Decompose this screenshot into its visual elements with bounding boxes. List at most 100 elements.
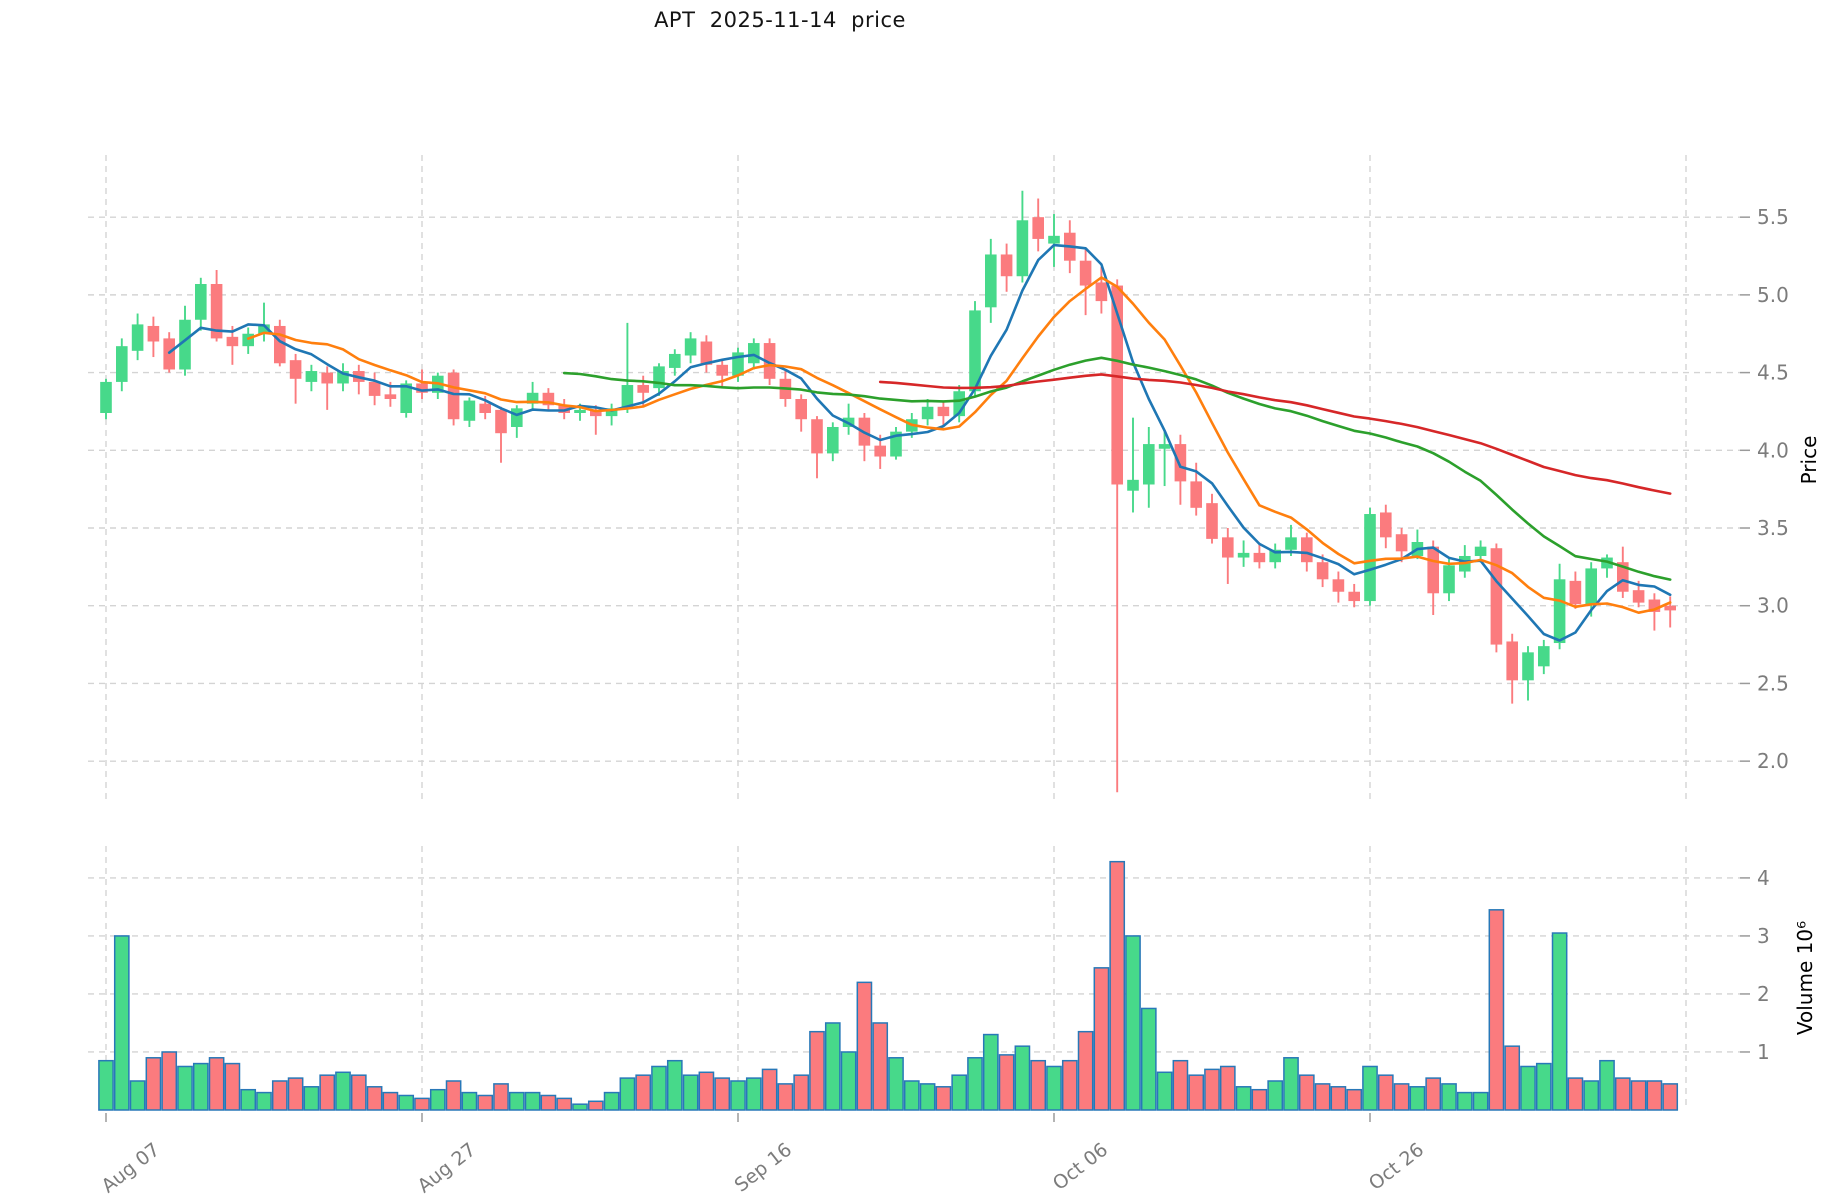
price-tick-label: 3.0	[1757, 594, 1789, 618]
candle-body	[732, 352, 744, 376]
volume-bar	[1425, 1077, 1442, 1111]
volume-bar	[824, 1022, 841, 1111]
candle-body	[748, 343, 760, 364]
volume-bar	[1456, 1091, 1473, 1111]
volume-bar	[1393, 1083, 1410, 1111]
volume-bar	[1614, 1077, 1631, 1111]
volume-tick-label: 4	[1757, 866, 1770, 890]
volume-bar	[1093, 967, 1110, 1111]
volume-bar	[951, 1074, 968, 1111]
candle-body	[526, 392, 539, 404]
candle-body	[1143, 444, 1155, 485]
volume-bar	[1346, 1088, 1363, 1111]
price-tick-label: 4.0	[1757, 438, 1789, 462]
candle-body	[937, 406, 950, 417]
volume-bar	[350, 1074, 367, 1111]
volume-bar	[903, 1080, 920, 1111]
volume-bar	[303, 1086, 320, 1111]
volume-bar	[1014, 1045, 1031, 1111]
volume-bar	[366, 1086, 383, 1111]
x-tick-label: Aug 07	[97, 1139, 164, 1198]
price-tick-label: 5.5	[1757, 205, 1789, 229]
volume-bar	[1172, 1059, 1189, 1111]
volume-bar	[429, 1088, 446, 1111]
volume-bar	[840, 1051, 857, 1111]
candle-body	[921, 406, 934, 420]
candle-body	[811, 419, 823, 454]
x-tick-label: Aug 27	[413, 1139, 480, 1198]
volume-bar	[1077, 1030, 1094, 1111]
candle-body	[716, 364, 728, 376]
volume-bar	[414, 1097, 430, 1111]
volume-bar	[556, 1097, 573, 1111]
candle-body	[400, 383, 412, 413]
candle-body	[763, 343, 776, 379]
volume-bar	[271, 1080, 288, 1111]
candle-body	[890, 431, 902, 457]
volume-bar	[1046, 1065, 1062, 1111]
candle-body	[1174, 444, 1187, 482]
candle-body	[258, 324, 270, 334]
volume-bar	[1283, 1057, 1299, 1111]
candle-body	[147, 325, 160, 342]
volume-bar	[445, 1080, 462, 1111]
volume-tick-label: 2	[1757, 982, 1770, 1006]
volume-bar	[1441, 1083, 1457, 1111]
volume-bar	[540, 1094, 557, 1111]
volume-bar	[1109, 860, 1126, 1111]
candle-body	[827, 426, 839, 454]
volume-bar	[1362, 1065, 1378, 1111]
candle-body	[274, 325, 286, 364]
volume-bar	[714, 1077, 731, 1111]
candle-body	[321, 372, 333, 384]
candle-body	[574, 409, 586, 413]
candle-body	[1348, 591, 1360, 602]
volume-bar	[145, 1057, 162, 1111]
volume-bar	[1188, 1074, 1205, 1111]
price-tick-label: 2.5	[1757, 671, 1789, 695]
volume-bar	[1662, 1083, 1679, 1111]
candle-body	[1095, 282, 1108, 302]
candle-body	[621, 385, 634, 409]
volume-bar	[461, 1091, 478, 1111]
volume-tick-label: 1	[1757, 1040, 1770, 1064]
volume-bar	[319, 1074, 336, 1111]
volume-bar	[682, 1074, 699, 1111]
price-tick-label: 4.5	[1757, 361, 1789, 385]
volume-bar	[587, 1100, 604, 1111]
volume-bar	[129, 1080, 146, 1111]
candle-body	[1632, 590, 1645, 603]
volume-bar	[1267, 1080, 1284, 1111]
candle-body	[1506, 641, 1518, 681]
candle-body	[1190, 481, 1202, 508]
volume-bar	[1472, 1091, 1489, 1111]
candle-body	[416, 383, 428, 393]
volume-bar	[161, 1051, 178, 1111]
price-tick-label: 5.0	[1757, 283, 1789, 307]
candle-body	[605, 408, 618, 417]
candle-body	[874, 445, 886, 457]
volume-bar	[1377, 1074, 1394, 1111]
candle-body	[1664, 605, 1676, 611]
candle-body	[669, 353, 681, 368]
candle-body	[1569, 580, 1582, 605]
volume-bar	[793, 1074, 810, 1111]
candle-body	[969, 310, 981, 392]
volume-bar	[761, 1068, 778, 1111]
candle-body	[1269, 549, 1281, 563]
price-tick-label: 3.5	[1757, 516, 1789, 540]
candle-body	[495, 409, 507, 434]
candle-body	[1316, 562, 1329, 580]
candle-body	[1617, 562, 1629, 592]
price-axis-title: Price	[1797, 436, 1821, 485]
volume-bar	[635, 1074, 652, 1111]
candle-body	[795, 399, 807, 420]
volume-bar	[777, 1083, 794, 1111]
candle-body	[1443, 565, 1455, 594]
ma5-line	[167, 243, 1672, 642]
ma30-line	[562, 356, 1672, 581]
volume-bar	[967, 1057, 983, 1111]
volume-bar	[698, 1071, 715, 1111]
volume-bar	[1583, 1080, 1600, 1111]
candle-body	[1222, 537, 1234, 558]
